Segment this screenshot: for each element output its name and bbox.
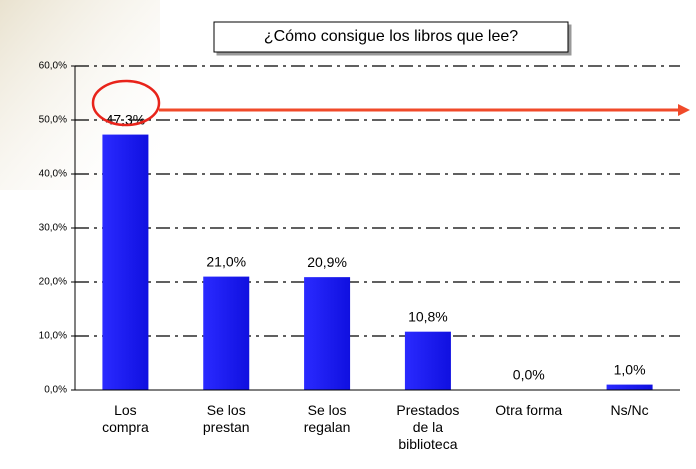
bar <box>404 331 451 390</box>
arrow-head <box>678 104 690 116</box>
value-label: 0,0% <box>513 367 545 383</box>
y-tick-label: 40,0% <box>39 169 67 180</box>
bar <box>102 134 149 390</box>
y-tick-label: 20,0% <box>39 277 67 288</box>
highlight-circle <box>91 79 161 127</box>
x-tick-label: Se los regalan <box>303 402 351 435</box>
bar <box>304 277 351 390</box>
bar <box>606 384 653 390</box>
x-tick-label: Otra forma <box>495 402 563 418</box>
title-box <box>213 21 569 53</box>
x-tick-label: Prestados de la biblioteca <box>396 402 460 452</box>
y-tick-label: 10,0% <box>39 331 67 342</box>
value-label: 1,0% <box>614 361 646 377</box>
x-tick-label: Ns/Nc <box>610 402 649 418</box>
y-tick-label: 50,0% <box>39 115 67 126</box>
plot: 0,0%10,0%20,0%30,0%40,0%50,0%60,0%47,3%2… <box>39 61 680 396</box>
bar <box>203 276 250 390</box>
y-tick-label: 0,0% <box>44 385 67 396</box>
chart-title: ¿Cómo consigue los libros que lee? <box>264 28 518 45</box>
x-tick-label: Se los prestan <box>202 402 250 435</box>
value-label: 20,9% <box>307 254 347 270</box>
x-tick-label: Los compra <box>102 402 149 435</box>
value-label: 21,0% <box>206 253 246 269</box>
value-label: 10,8% <box>408 308 448 324</box>
y-tick-label: 60,0% <box>39 61 67 72</box>
y-tick-label: 30,0% <box>39 223 67 234</box>
